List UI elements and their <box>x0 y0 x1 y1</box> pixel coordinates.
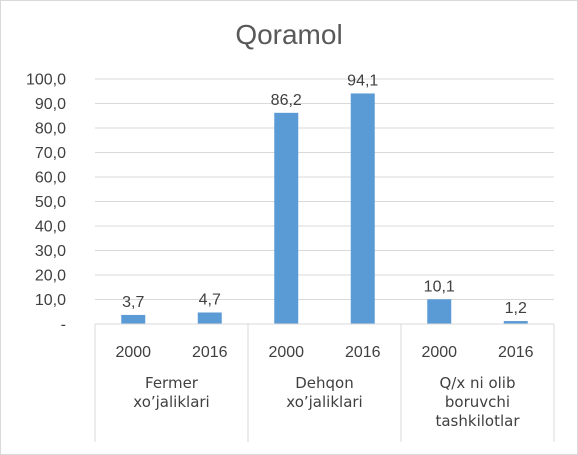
y-tick-label: 20,0 <box>35 268 66 285</box>
bar <box>427 299 452 324</box>
y-tick-label: 70,0 <box>35 145 66 162</box>
bar <box>503 321 528 324</box>
x-group-label: Fermer <box>145 374 199 392</box>
data-label: 86,2 <box>271 92 302 109</box>
data-label: 10,1 <box>424 278 455 295</box>
x-group-label: Dehqon <box>295 374 354 392</box>
data-label: 3,7 <box>122 294 144 311</box>
data-label: 1,2 <box>505 300 527 317</box>
x-category-label: 2016 <box>498 344 534 361</box>
bar <box>121 314 146 324</box>
chart-title: Qoramol <box>235 19 342 50</box>
y-tick-label: 100,0 <box>26 72 66 89</box>
x-category-label: 2000 <box>268 344 304 361</box>
data-label: 94,1 <box>347 72 378 89</box>
y-tick-label: 90,0 <box>35 96 66 113</box>
y-axis-ticks: - 10,0 20,0 30,0 40,0 50,0 60,0 70,0 80,0 90,0 100… <box>26 72 66 334</box>
bar <box>274 112 299 324</box>
y-tick-label: 60,0 <box>35 170 66 187</box>
data-label: 4,7 <box>199 291 221 308</box>
data-labels: 3,7 4,7 86,2 94,1 10,1 1,2 <box>122 72 527 317</box>
x-category-label: 2000 <box>115 344 151 361</box>
y-tick-label: - <box>61 317 66 334</box>
x-category-label: 2016 <box>192 344 228 361</box>
y-tick-label: 50,0 <box>35 194 66 211</box>
y-tick-label: 30,0 <box>35 243 66 260</box>
x-category-label: 2000 <box>421 344 457 361</box>
x-group-label: xo’jaliklari <box>286 393 362 411</box>
x-group-label: Q/x ni olib <box>440 374 516 392</box>
bars <box>121 93 528 324</box>
bar <box>197 312 222 324</box>
x-group-label: xo’jaliklari <box>133 393 209 411</box>
x-category-label: 2016 <box>345 344 381 361</box>
x-group-label: boruvchi <box>445 393 510 411</box>
y-tick-label: 40,0 <box>35 219 66 236</box>
x-group-label: tashkilotlar <box>435 412 520 430</box>
y-tick-label: 80,0 <box>35 121 66 138</box>
bar <box>350 93 375 324</box>
gridlines <box>95 78 554 300</box>
y-tick-label: 10,0 <box>35 292 66 309</box>
